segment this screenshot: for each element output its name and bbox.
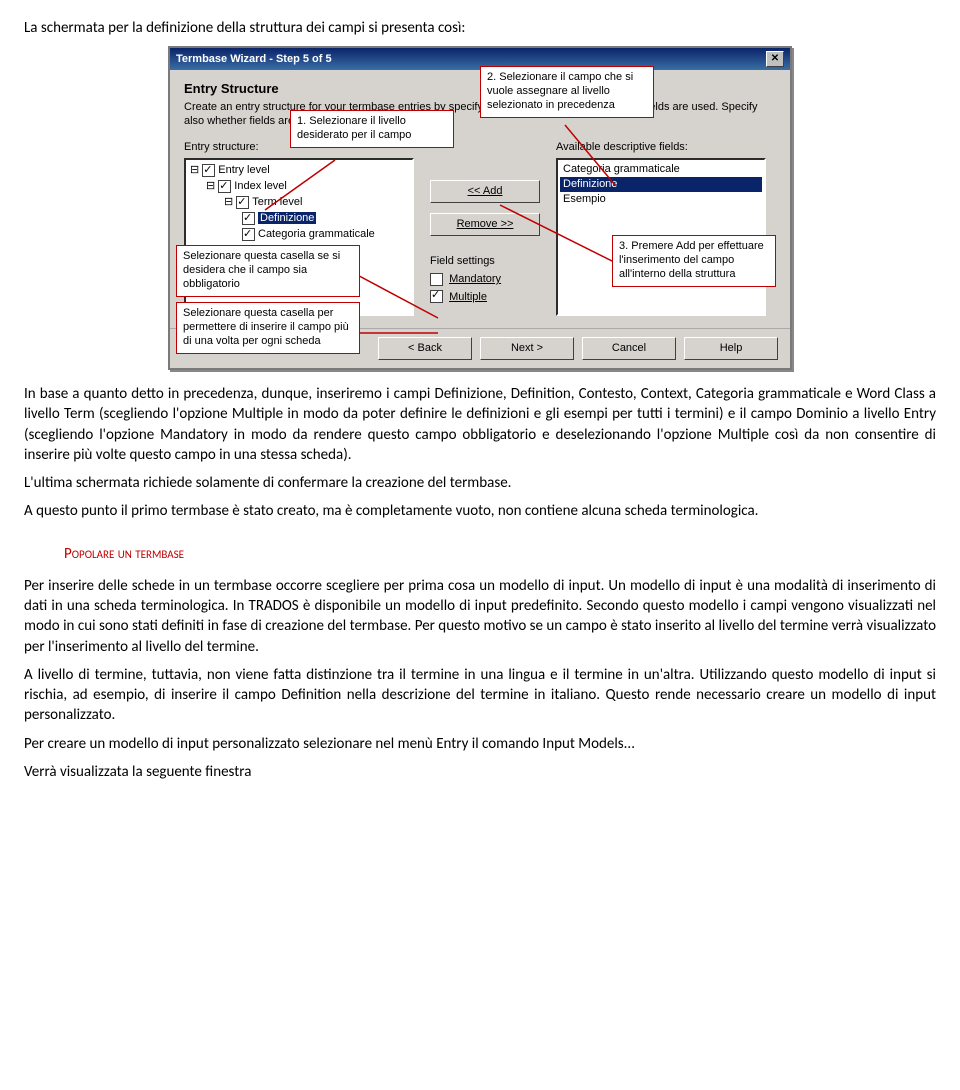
list-item[interactable]: Categoria grammaticale xyxy=(560,162,762,177)
tree-definizione: Definizione xyxy=(258,212,316,224)
list-item[interactable]: Esempio xyxy=(560,192,762,207)
paragraph-7: Verrà visualizzata la seguente finestra xyxy=(24,762,936,782)
checkbox-icon[interactable] xyxy=(242,228,255,241)
next-button[interactable]: Next > xyxy=(480,337,574,360)
cancel-button[interactable]: Cancel xyxy=(582,337,676,360)
tree-index-level: Index level xyxy=(234,180,287,192)
wizard-dialog: Termbase Wizard - Step 5 of 5 ✕ Entry St… xyxy=(168,46,792,370)
field-settings-label: Field settings xyxy=(430,254,540,269)
paragraph-4: Per inserire delle schede in un termbase… xyxy=(24,576,936,657)
tree-term-level: Term level xyxy=(252,196,302,208)
callout-3: 3. Premere Add per effettuare l'inserime… xyxy=(612,235,776,286)
paragraph-3: A questo punto il primo termbase è stato… xyxy=(24,501,936,521)
intro-text: La schermata per la definizione della st… xyxy=(24,18,936,38)
checkbox-icon[interactable] xyxy=(236,196,249,209)
window-title: Termbase Wizard - Step 5 of 5 xyxy=(176,52,332,67)
callout-4: Selezionare questa casella se si desider… xyxy=(176,245,360,296)
mandatory-checkbox[interactable] xyxy=(430,273,443,286)
available-fields-label: Available descriptive fields: xyxy=(556,140,766,155)
checkbox-icon[interactable] xyxy=(218,180,231,193)
add-button[interactable]: << Add xyxy=(430,180,540,203)
screenshot-container: Termbase Wizard - Step 5 of 5 ✕ Entry St… xyxy=(24,46,936,370)
paragraph-6: Per creare un modello di input personali… xyxy=(24,734,936,754)
close-icon[interactable]: ✕ xyxy=(766,51,784,67)
callout-5: Selezionare questa casella per permetter… xyxy=(176,302,360,353)
remove-button[interactable]: Remove >> xyxy=(430,213,540,236)
callout-2: 2. Selezionare il campo che si vuole ass… xyxy=(480,66,654,117)
section-heading-populate: Popolare un termbase xyxy=(64,544,936,564)
tree-entry-level: Entry level xyxy=(218,164,269,176)
checkbox-icon[interactable] xyxy=(242,212,255,225)
multiple-label: Multiple xyxy=(449,291,487,303)
paragraph-5: A livello di termine, tuttavia, non vien… xyxy=(24,665,936,726)
paragraph-2: L'ultima schermata richiede solamente di… xyxy=(24,473,936,493)
multiple-checkbox[interactable] xyxy=(430,290,443,303)
paragraph-1: In base a quanto detto in precedenza, du… xyxy=(24,384,936,465)
list-item[interactable]: Definizione xyxy=(560,177,762,192)
help-button[interactable]: Help xyxy=(684,337,778,360)
callout-1: 1. Selezionare il livello desiderato per… xyxy=(290,110,454,148)
checkbox-icon[interactable] xyxy=(202,164,215,177)
back-button[interactable]: < Back xyxy=(378,337,472,360)
tree-categoria: Categoria grammaticale xyxy=(258,228,375,240)
mandatory-label: Mandatory xyxy=(449,273,501,285)
